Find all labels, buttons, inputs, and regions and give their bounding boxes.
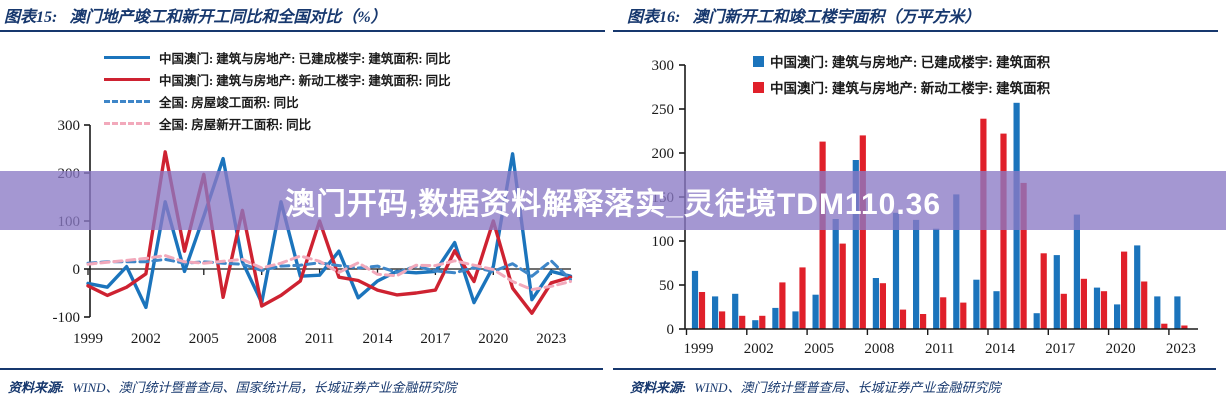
watermark-banner: 澳门开码,数据资料解释落实_灵徒境TDM110.36 — [0, 171, 1226, 230]
legend-item: 全国: 房屋竣工面积: 同比 — [104, 90, 451, 112]
figure-15-source: 资料来源: WIND、澳门统计暨普查局、国家统计局，长城证券产业金融研究院 — [0, 368, 603, 400]
svg-text:2020: 2020 — [478, 331, 508, 347]
legend-item: 全国: 房屋新开工面积: 同比 — [104, 112, 451, 134]
svg-text:300: 300 — [652, 58, 675, 74]
legend-item: 中国澳门: 建筑与房地产: 新动工楼宇: 建筑面积: 同比 — [104, 68, 451, 90]
legend-label: 中国澳门: 建筑与房地产: 已建成楼宇: 建筑面积 — [770, 55, 1051, 70]
svg-text:2020: 2020 — [1106, 341, 1136, 357]
legend-swatch — [753, 55, 764, 67]
svg-text:100: 100 — [652, 234, 675, 250]
figure-15-title: 澳门地产竣工和新开工同比和全国对比（%） — [69, 9, 387, 26]
legend-item: 中国澳门: 建筑与房地产: 已建成楼宇: 建筑面积: 同比 — [104, 46, 451, 68]
source-text: WIND、澳门统计暨普查局、长城证券产业金融研究院 — [694, 379, 1001, 395]
line-chart-legend: 中国澳门: 建筑与房地产: 已建成楼宇: 建筑面积: 同比 中国澳门: 建筑与房地… — [104, 46, 451, 134]
svg-text:250: 250 — [652, 102, 675, 118]
svg-text:2008: 2008 — [247, 331, 277, 347]
svg-text:2002: 2002 — [744, 341, 774, 357]
source-label: 资料来源: — [630, 379, 687, 395]
bar-chart-legend: 中国澳门: 建筑与房地产: 已建成楼宇: 建筑面积 中国澳门: 建筑与房地产: 新… — [753, 48, 1050, 100]
legend-label: 中国澳门: 建筑与房地产: 已建成楼宇: 建筑面积: 同比 — [159, 51, 451, 66]
svg-text:50: 50 — [659, 278, 674, 294]
svg-text:2023: 2023 — [1166, 341, 1196, 357]
figure-16-title: 澳门新开工和竣工楼宇面积（万平方米） — [692, 9, 981, 26]
source-label: 资料来源: — [8, 379, 65, 395]
svg-text:300: 300 — [58, 118, 81, 134]
svg-text:2011: 2011 — [925, 341, 954, 357]
svg-text:2002: 2002 — [131, 331, 161, 347]
svg-text:2017: 2017 — [1045, 341, 1076, 357]
svg-text:-100: -100 — [53, 310, 81, 326]
svg-text:2023: 2023 — [536, 331, 566, 347]
svg-text:2011: 2011 — [305, 331, 334, 347]
figure-16-source: 资料来源: WIND、澳门统计暨普查局、长城证券产业金融研究院 — [613, 368, 1216, 400]
legend-item: 中国澳门: 建筑与房地产: 新动工楼宇: 建筑面积 — [753, 74, 1050, 100]
source-text: WIND、澳门统计暨普查局、国家统计局，长城证券产业金融研究院 — [72, 379, 457, 395]
svg-text:2008: 2008 — [864, 341, 894, 357]
watermark-text: 澳门开码,数据资料解释落实_灵徒境TDM110.36 — [284, 187, 942, 221]
svg-text:2014: 2014 — [985, 341, 1016, 357]
svg-text:1999: 1999 — [73, 331, 103, 347]
legend-item: 中国澳门: 建筑与房地产: 已建成楼宇: 建筑面积 — [753, 48, 1050, 74]
svg-text:0: 0 — [667, 322, 675, 338]
svg-text:2005: 2005 — [189, 331, 219, 347]
svg-text:2005: 2005 — [804, 341, 834, 357]
legend-label: 全国: 房屋竣工面积: 同比 — [159, 95, 299, 110]
svg-text:2014: 2014 — [363, 331, 394, 347]
legend-line-dashed — [104, 99, 150, 103]
legend-label: 中国澳门: 建筑与房地产: 新动工楼宇: 建筑面积 — [770, 81, 1051, 96]
legend-line-dashed — [104, 121, 150, 125]
svg-text:0: 0 — [73, 262, 81, 278]
svg-text:1999: 1999 — [684, 341, 714, 357]
legend-label: 全国: 房屋新开工面积: 同比 — [159, 117, 312, 132]
figure-15-label: 图表15: — [4, 9, 58, 26]
legend-swatch — [753, 81, 764, 93]
legend-line-solid — [104, 77, 150, 81]
figure-16-header: 图表16: 澳门新开工和竣工楼宇面积（万平方米） — [613, 0, 1218, 32]
svg-text:200: 200 — [652, 146, 675, 162]
figure-16-panel: 图表16: 澳门新开工和竣工楼宇面积（万平方米） 050100150200250… — [613, 0, 1226, 400]
figure-16-label: 图表16: — [627, 9, 681, 26]
figure-15-header: 图表15: 澳门地产竣工和新开工同比和全国对比（%） — [0, 0, 605, 32]
svg-text:2017: 2017 — [420, 331, 451, 347]
legend-label: 中国澳门: 建筑与房地产: 新动工楼宇: 建筑面积: 同比 — [159, 73, 451, 88]
legend-line-solid — [104, 55, 150, 59]
